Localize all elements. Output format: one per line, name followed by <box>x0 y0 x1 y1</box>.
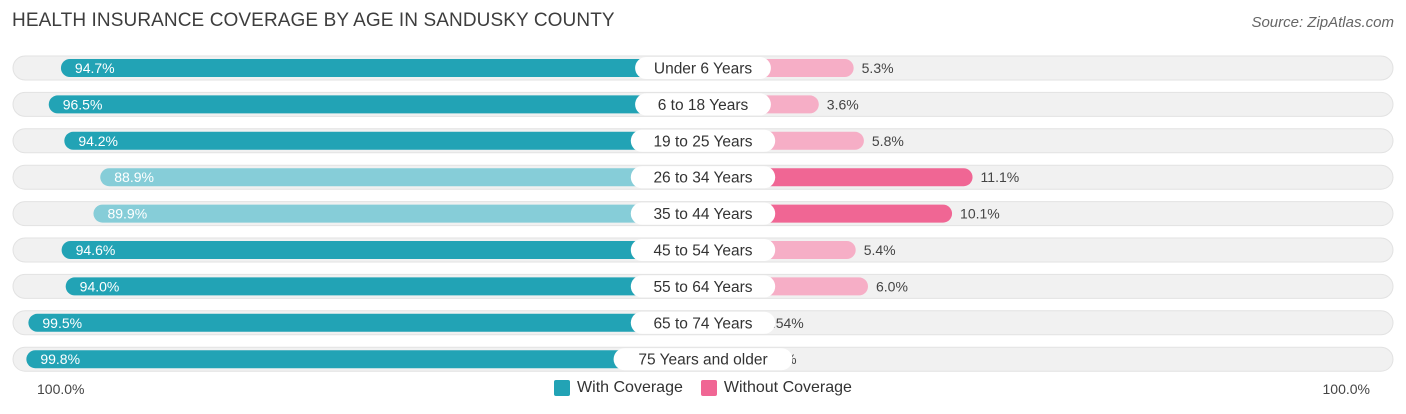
label-with-coverage: 94.6% <box>76 242 116 258</box>
bar-with-coverage <box>28 313 703 332</box>
category-pill <box>630 166 776 189</box>
category-label: 65 to 74 Years <box>653 315 752 332</box>
category-label: 6 to 18 Years <box>658 97 749 114</box>
axis-left-label: 100.0% <box>37 381 85 397</box>
bar-with-coverage <box>48 95 704 114</box>
legend-label-without-coverage: Without Coverage <box>723 379 852 396</box>
axis-right-label: 100.0% <box>1322 381 1370 397</box>
chart-title: HEALTH INSURANCE COVERAGE BY AGE IN SAND… <box>12 10 615 31</box>
label-with-coverage: 89.9% <box>107 206 147 222</box>
category-label: 55 to 64 Years <box>653 279 752 296</box>
label-without-coverage: 11.1% <box>981 169 1020 185</box>
bar-with-coverage <box>64 131 704 150</box>
bar-with-coverage <box>60 59 703 77</box>
category-label: 75 Years and older <box>638 352 767 369</box>
label-without-coverage: 10.1% <box>960 206 1000 222</box>
category-pill <box>630 311 776 334</box>
label-without-coverage: 5.4% <box>864 242 896 258</box>
legend-item-with-coverage[interactable]: With Coverage <box>554 379 683 397</box>
category-label: 19 to 25 Years <box>653 133 752 150</box>
label-with-coverage: 96.5% <box>63 96 103 112</box>
source-label: Source: ZipAtlas.com <box>1251 14 1394 31</box>
category-pill <box>635 93 771 116</box>
label-without-coverage: 5.3% <box>862 60 894 76</box>
bar-with-coverage <box>65 277 704 296</box>
legend-item-without-coverage[interactable]: Without Coverage <box>700 379 852 397</box>
label-without-coverage: 5.8% <box>872 133 904 149</box>
label-without-coverage: 3.6% <box>827 96 859 112</box>
category-pill <box>630 275 776 298</box>
label-with-coverage: 99.5% <box>42 315 82 331</box>
category-label: Under 6 Years <box>654 61 752 78</box>
label-without-coverage: 6.0% <box>876 278 908 294</box>
bar-with-coverage <box>61 241 703 259</box>
label-with-coverage: 94.0% <box>80 278 120 294</box>
label-with-coverage: 88.9% <box>114 169 154 185</box>
category-label: 26 to 34 Years <box>653 170 752 187</box>
legend-label-with-coverage: With Coverage <box>577 379 683 396</box>
category-label: 45 to 54 Years <box>653 243 752 260</box>
category-pill <box>635 57 771 79</box>
legend-swatch-without-coverage <box>700 380 717 396</box>
bar-with-coverage <box>26 350 703 369</box>
legend-swatch-with-coverage <box>554 380 571 396</box>
category-pill <box>630 202 776 225</box>
label-with-coverage: 94.2% <box>78 133 118 149</box>
label-with-coverage: 99.8% <box>40 351 80 367</box>
legend: With Coverage Without Coverage <box>0 379 1406 397</box>
category-label: 35 to 44 Years <box>653 206 752 223</box>
category-pill <box>630 239 776 261</box>
category-pill <box>630 129 776 152</box>
bar-with-coverage <box>100 168 704 187</box>
bar-with-coverage <box>93 204 703 223</box>
label-with-coverage: 94.7% <box>75 60 115 76</box>
category-pill <box>613 348 793 371</box>
